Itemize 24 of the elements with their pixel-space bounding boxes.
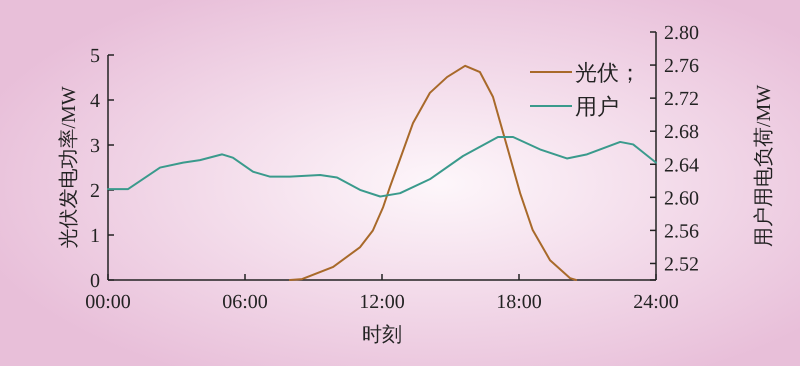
y2-axis-title: 用户用电负荷/MW [753,84,775,248]
x-tick-label: 00:00 [85,291,131,313]
y2-tick-label: 2.72 [664,88,699,110]
x-tick-label: 12:00 [359,291,405,313]
y2-tick-label: 2.56 [664,220,699,242]
y-tick-label: 0 [90,270,100,292]
y2-tick-label: 2.64 [664,154,699,176]
y2-tick-label: 2.80 [664,22,699,44]
x-tick-label: 06:00 [222,291,268,313]
y2-tick-label: 2.52 [664,253,699,276]
legend-label: 用户 [575,94,619,119]
y-tick-label: 1 [90,225,100,247]
y-tick-label: 5 [90,45,100,67]
y-tick-label: 2 [90,180,100,202]
x-tick-label: 18:00 [496,291,542,313]
y2-tick-label: 2.76 [664,55,699,78]
y-tick-label: 4 [90,90,100,112]
legend-label: 光伏； [575,60,641,85]
y-axis-title: 光伏发电功率/MW [58,86,80,249]
x-axis-title: 时刻 [362,324,402,346]
y2-tick-label: 2.68 [664,121,699,144]
y-tick-label: 3 [90,135,100,157]
x-tick-label: 24:00 [633,291,679,313]
y2-tick-label: 2.60 [664,187,699,210]
